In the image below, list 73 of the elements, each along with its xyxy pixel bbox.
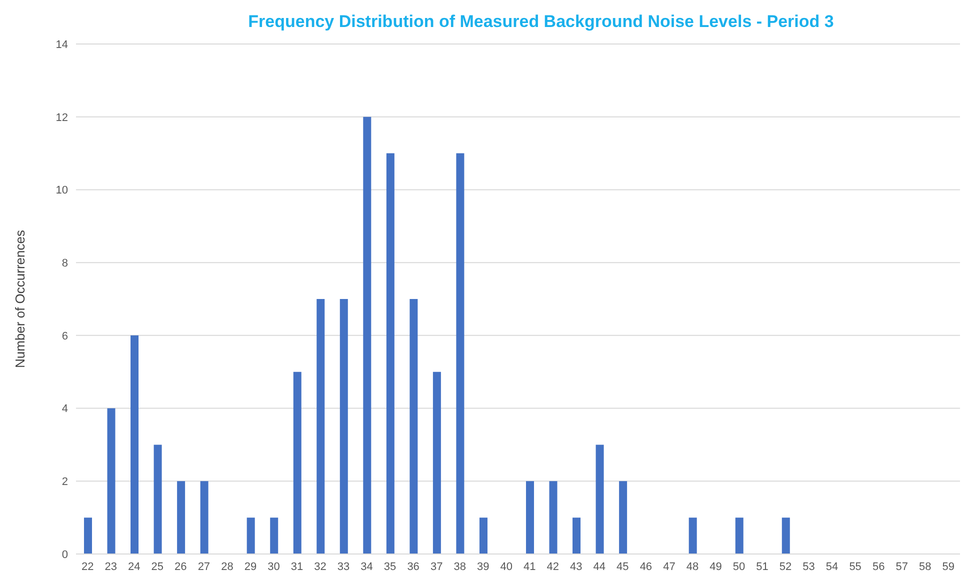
x-tick-label: 30 — [268, 560, 280, 573]
y-tick-label: 2 — [62, 476, 68, 488]
bar — [596, 444, 604, 554]
bar — [363, 116, 372, 554]
bar — [84, 518, 92, 554]
y-tick-label: 0 — [62, 548, 68, 561]
x-tick-label: 33 — [337, 560, 350, 573]
bar — [386, 153, 394, 554]
x-tick-label: 23 — [104, 560, 118, 573]
y-tick-label: 12 — [56, 112, 68, 124]
x-tick-label: 27 — [198, 560, 210, 573]
bar — [107, 408, 116, 554]
x-tick-label: 24 — [128, 560, 140, 573]
bar — [782, 518, 790, 554]
x-tick-label: 44 — [593, 560, 606, 573]
bar — [316, 299, 325, 554]
bar — [526, 481, 534, 554]
x-tick-label: 56 — [872, 560, 885, 573]
x-tick-label: 57 — [896, 560, 908, 573]
bar — [246, 518, 255, 554]
x-tick-label: 40 — [500, 560, 512, 573]
x-tick-label: 25 — [151, 560, 164, 573]
x-tick-label: 50 — [732, 560, 746, 573]
x-tick-label: 28 — [221, 560, 234, 573]
x-tick-label: 51 — [756, 560, 768, 573]
bar — [572, 518, 581, 554]
y-axis-title: Number of Occurrences — [12, 230, 28, 368]
x-tick-label: 53 — [802, 560, 815, 573]
x-tick-label: 31 — [290, 560, 304, 573]
bar — [688, 518, 697, 554]
chart-title: Frequency Distribution of Measured Background Noise Levels - Period 3 — [247, 11, 835, 33]
bar — [432, 372, 441, 554]
x-tick-label: 59 — [942, 560, 954, 573]
bar — [735, 518, 744, 554]
bar — [130, 335, 139, 554]
x-tick-label: 42 — [546, 560, 560, 573]
bar — [456, 153, 464, 554]
x-tick-label: 47 — [663, 560, 676, 573]
x-tick-label: 48 — [686, 560, 699, 573]
x-tick-label: 45 — [616, 560, 629, 573]
x-tick-label: 22 — [82, 560, 94, 573]
x-tick-label: 41 — [524, 560, 536, 573]
bar — [177, 481, 186, 554]
x-tick-label: 35 — [384, 560, 396, 573]
bar — [410, 299, 418, 554]
x-tick-label: 29 — [244, 560, 257, 573]
x-tick-label: 38 — [454, 560, 466, 573]
x-tick-label: 34 — [360, 560, 373, 573]
x-tick-label: 37 — [430, 560, 443, 573]
x-tick-label: 58 — [918, 560, 932, 573]
y-tick-label: 8 — [62, 257, 68, 270]
x-tick-label: 49 — [710, 560, 722, 573]
x-tick-label: 46 — [640, 560, 652, 573]
bar — [619, 481, 628, 554]
bar — [270, 518, 278, 554]
x-tick-label: 36 — [407, 560, 420, 573]
x-tick-label: 26 — [174, 560, 187, 573]
bar — [200, 481, 208, 554]
bar — [154, 444, 162, 554]
bar — [293, 372, 302, 554]
y-tick-label: 4 — [62, 403, 68, 416]
x-tick-label: 39 — [476, 560, 490, 573]
y-tick-label: 10 — [56, 184, 68, 197]
y-tick-label: 6 — [62, 330, 68, 342]
x-tick-label: 43 — [570, 560, 582, 573]
bar — [340, 299, 348, 554]
bar — [549, 481, 558, 554]
x-tick-label: 32 — [314, 560, 326, 573]
y-tick-label: 14 — [56, 38, 68, 51]
x-tick-label: 54 — [826, 560, 838, 573]
x-tick-label: 52 — [779, 560, 792, 573]
x-tick-label: 55 — [849, 560, 862, 573]
bar — [479, 518, 488, 554]
